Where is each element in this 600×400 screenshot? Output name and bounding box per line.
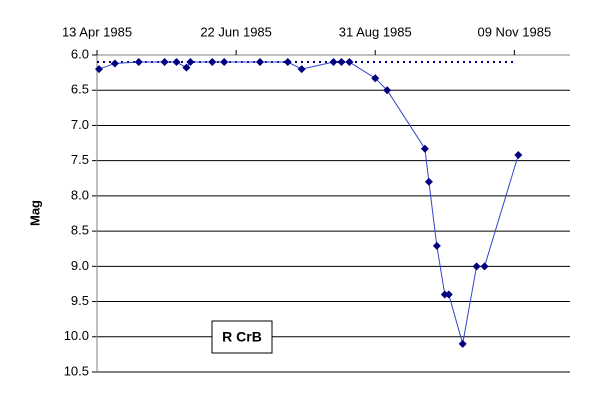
data-point — [94, 65, 103, 74]
data-point — [472, 262, 481, 271]
data-point — [186, 58, 195, 67]
data-point — [444, 290, 453, 299]
data-point — [172, 58, 181, 67]
y-tick-label: 9.0 — [71, 258, 89, 273]
y-axis-label: Mag — [27, 200, 42, 226]
x-tick-label: 22 Jun 1985 — [200, 24, 272, 39]
data-point — [134, 58, 143, 67]
data-point — [480, 262, 489, 271]
data-point — [432, 241, 441, 250]
y-tick-label: 8.0 — [71, 187, 89, 202]
data-point — [220, 58, 229, 67]
data-point — [255, 58, 264, 67]
data-point — [514, 151, 523, 160]
y-tick-label: 8.5 — [71, 223, 89, 238]
data-point — [283, 58, 292, 67]
data-point — [424, 177, 433, 186]
x-tick-label: 13 Apr 1985 — [62, 24, 132, 39]
data-point — [337, 58, 346, 67]
data-point — [383, 86, 392, 95]
x-tick-label: 31 Aug 1985 — [339, 24, 412, 39]
y-tick-label: 7.0 — [71, 117, 89, 132]
y-tick-label: 10.5 — [64, 363, 89, 378]
data-point — [329, 58, 338, 67]
y-tick-label: 10.0 — [64, 328, 89, 343]
data-point — [345, 58, 354, 67]
data-point — [371, 74, 380, 83]
data-point — [110, 59, 119, 68]
y-tick-label: 6.5 — [71, 82, 89, 97]
data-point — [458, 339, 467, 348]
annotation: R CrB — [222, 329, 262, 345]
data-point — [208, 58, 217, 67]
y-tick-label: 7.5 — [71, 152, 89, 167]
data-point — [182, 63, 191, 72]
data-point — [297, 65, 306, 74]
annotation-frame — [211, 320, 273, 354]
y-tick-label: 9.5 — [71, 293, 89, 308]
y-tick-label: 6.0 — [71, 46, 89, 61]
x-tick-label: 09 Nov 1985 — [477, 24, 551, 39]
data-point — [420, 144, 429, 153]
annotation-box: R CrB — [211, 320, 273, 354]
data-point — [160, 58, 169, 67]
